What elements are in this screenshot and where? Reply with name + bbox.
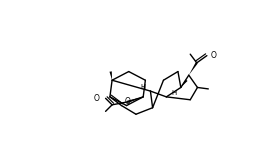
Polygon shape [110, 71, 112, 80]
Polygon shape [189, 62, 198, 75]
Text: O: O [210, 51, 216, 60]
Text: H: H [141, 84, 146, 90]
Text: H: H [171, 90, 176, 95]
Polygon shape [127, 97, 143, 103]
Text: O: O [124, 98, 130, 106]
Text: O: O [94, 94, 100, 103]
Polygon shape [181, 80, 188, 88]
